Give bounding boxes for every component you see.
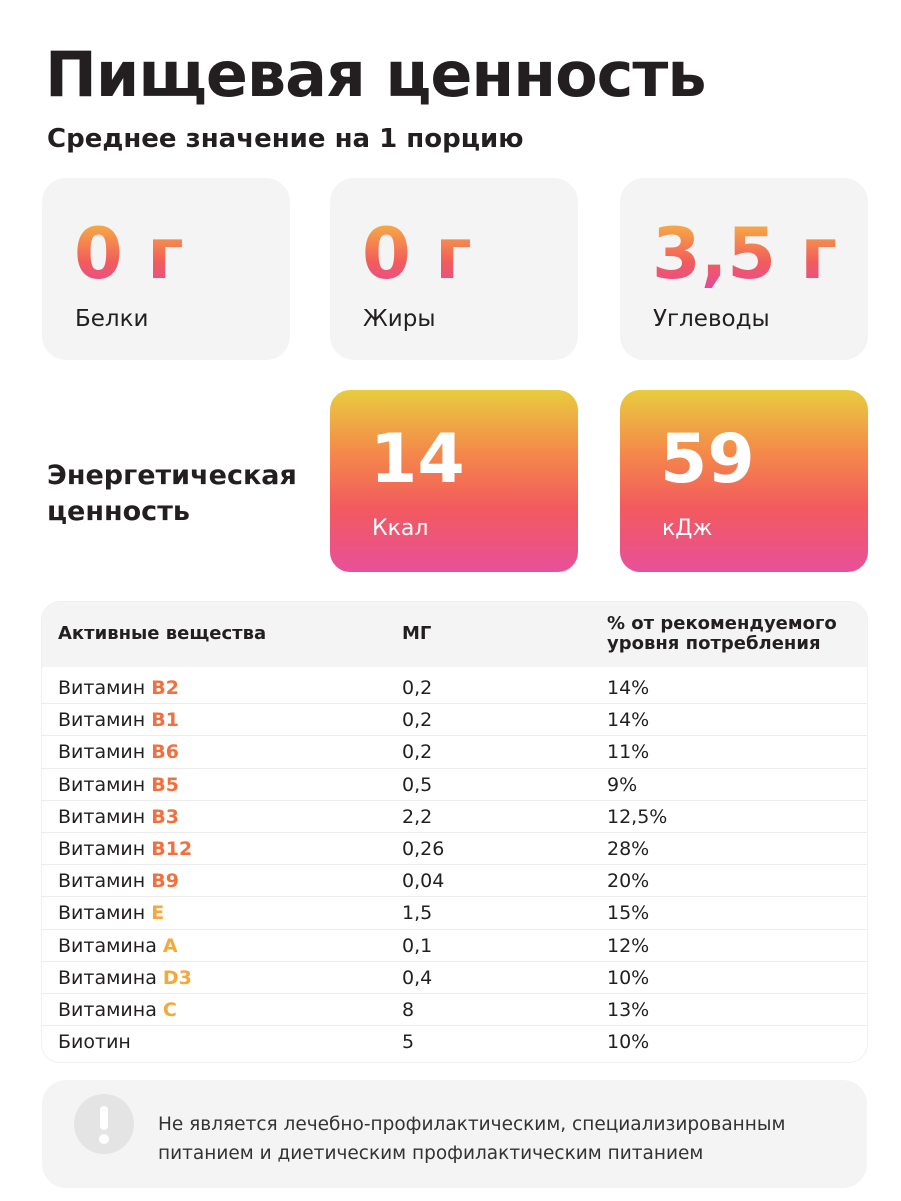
energy-value: 14 [370,420,465,499]
energy-card: 14 Ккал [330,390,578,572]
macro-value: 0 г [362,213,472,295]
mg-cell: 0,2 [402,709,433,732]
vitamin-cell: Витамина A [58,935,178,957]
pct-cell: 14% [607,677,650,699]
vitamin-name: Витамин [58,709,146,732]
vitamin-code: B9 [151,870,179,893]
vitamin-cell: Витамина D3 [58,967,192,989]
title: Пищевая ценность [45,38,707,111]
vitamin-cell: Витамин B6 [58,741,179,763]
header-cell: Активные вещества [58,623,267,644]
vitamin-name: Витамин [58,773,146,796]
energy-value: 59 [660,420,755,499]
pct-cell: 12% [607,934,650,957]
vitamin-name: Витамина [58,934,157,957]
energy-unit: кДж [662,516,713,541]
macro-label: Жиры [363,306,436,332]
pct-cell: 12,5% [607,805,668,828]
table-row: Витамин B5 0,5 9% [42,769,867,801]
pct-cell: 10% [607,1031,650,1054]
macro-card: 0 г Белки [42,178,290,360]
energy-unit: Ккал [372,516,429,541]
pct-cell: 13% [607,998,650,1021]
mg-cell: 8 [402,998,415,1021]
vitamin-code: B1 [151,709,179,732]
vitamin-cell: Витамин B9 [58,870,179,892]
macro-card: 3,5 г Углеводы [620,178,868,360]
table-row: Витамина D3 0,4 10% [42,962,867,994]
energy-label: Энергетическая ценность [47,460,297,527]
pct-cell: 14% [607,709,650,732]
vitamin-name: Витамина [58,998,157,1021]
pct-cell: 15% [607,902,650,925]
pct-cell: 20% [607,870,650,893]
table-row: Витамин B2 0,2 14% [42,672,867,705]
vitamin-code: B6 [151,741,179,764]
header-cell: МГ [402,623,432,644]
note-text: Не является лечебно-профилактическим, сп… [158,1114,786,1164]
table: Активные вещества МГ % от рекомендуемого… [42,602,867,1062]
macro-value: 0 г [74,213,184,295]
table-row: Витамина A 0,1 12% [42,930,867,962]
table-row: Витамин B3 2,2 12,5% [42,801,867,833]
pct-cell: 28% [607,837,650,860]
mg-cell: 2,2 [402,805,433,828]
table-row: Биотин 5 10% [42,1026,867,1058]
vitamin-code: B5 [151,773,179,796]
vitamin-code: B12 [151,837,193,860]
macro-label: Углеводы [653,306,770,332]
macro-label: Белки [75,306,149,332]
vitamin-name: Витамин [58,805,146,828]
warning-icon [74,1094,134,1154]
vitamin-code: E [151,902,165,925]
vitamin-code: B3 [151,805,179,828]
vitamin-code: A [162,934,178,957]
mg-cell: 0,1 [402,934,433,957]
table-row: Витамин B1 0,2 14% [42,704,867,737]
mg-cell: 1,5 [402,902,433,925]
macro-value: 3,5 г [652,213,837,295]
header-cell: % от рекомендуемого уровня потребления [607,613,837,654]
vitamin-cell: Витамин B5 [58,774,179,796]
vitamin-cell: Витамин B3 [58,806,179,828]
mg-cell: 0,4 [402,966,433,989]
vitamin-name: Биотин [58,1031,131,1054]
mg-cell: 0,2 [402,677,433,699]
mg-cell: 0,26 [402,837,445,860]
pct-cell: 10% [607,966,650,989]
mg-cell: 5 [402,1031,415,1054]
table-header: Активные вещества МГ % от рекомендуемого… [42,602,867,667]
vitamin-name: Витамина [58,966,157,989]
vitamin-cell: Витамина C [58,999,177,1021]
table-row: Витамин E 1,5 15% [42,897,867,930]
mg-cell: 0,04 [402,870,445,893]
table-row: Витамин B9 0,04 20% [42,865,867,898]
mg-cell: 0,5 [402,773,433,796]
vitamin-code: D3 [162,966,192,989]
pct-cell: 11% [607,741,650,764]
table-row: Витамин B6 0,2 11% [42,736,867,769]
pct-cell: 9% [607,773,638,796]
vitamin-name: Витамин [58,741,146,764]
vitamin-code: C [162,998,177,1021]
note: Не является лечебно-профилактическим, сп… [42,1080,867,1188]
energy-card: 59 кДж [620,390,868,572]
table-row: Витамина C 8 13% [42,994,867,1027]
table-row: Витамин B12 0,26 28% [42,833,867,866]
mg-cell: 0,2 [402,741,433,764]
vitamin-cell: Биотин [58,1031,131,1053]
vitamin-name: Витамин [58,902,146,925]
subtitle: Среднее значение на 1 порцию [47,124,524,154]
vitamin-name: Витамин [58,677,146,699]
vitamin-name: Витамин [58,870,146,893]
vitamin-cell: Витамин E [58,902,164,924]
vitamin-cell: Витамин B12 [58,838,192,860]
vitamin-cell: Витамин B2 [58,677,179,699]
vitamin-code: B2 [151,677,179,699]
macro-card: 0 г Жиры [330,178,578,360]
vitamin-cell: Витамин B1 [58,709,179,731]
vitamin-name: Витамин [58,837,146,860]
table-body: Витамин B2 0,2 14% Витамин B1 0,2 14% Витамин … [42,667,867,1058]
